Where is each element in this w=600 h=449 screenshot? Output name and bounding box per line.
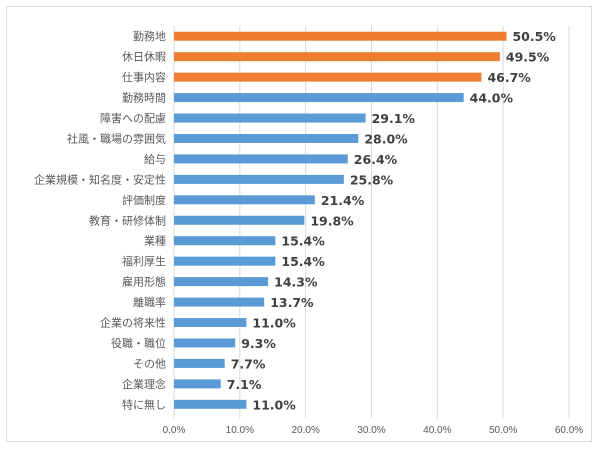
data-label: 19.8%	[310, 213, 354, 228]
category-label: 企業の将来性	[100, 316, 166, 330]
data-label: 7.7%	[231, 356, 266, 371]
data-label: 50.5%	[512, 29, 556, 44]
category-label: 離職率	[133, 295, 166, 309]
bar	[174, 113, 366, 123]
bar	[174, 277, 269, 287]
data-label: 46.7%	[487, 70, 531, 85]
bar	[174, 256, 276, 266]
category-label: 給与	[144, 152, 166, 166]
category-label: 雇用形態	[122, 275, 166, 289]
category-label: 評価制度	[122, 193, 166, 207]
data-label: 13.7%	[270, 295, 314, 310]
bar	[174, 297, 265, 307]
bar	[174, 236, 276, 246]
category-label: その他	[133, 357, 166, 370]
bar	[174, 93, 464, 103]
x-tick-label: 60.0%	[555, 425, 583, 436]
bar	[174, 174, 344, 184]
x-tick-label: 30.0%	[357, 425, 385, 436]
data-label: 49.5%	[506, 50, 550, 65]
bar	[174, 52, 500, 62]
bar	[174, 318, 247, 328]
data-label: 11.0%	[252, 316, 296, 331]
category-label: 障害への配慮	[100, 111, 166, 125]
data-label: 44.0%	[470, 91, 514, 106]
bar	[174, 399, 247, 409]
data-label: 28.0%	[364, 131, 408, 146]
category-label: 業種	[144, 234, 166, 248]
category-label: 企業理念	[122, 377, 166, 391]
bar	[174, 195, 315, 205]
data-label: 14.3%	[274, 275, 318, 290]
bar	[174, 338, 236, 348]
data-label: 15.4%	[281, 234, 325, 249]
category-label: 休日休暇	[122, 51, 166, 64]
bar	[174, 133, 359, 143]
category-label: 勤務時間	[122, 91, 166, 105]
category-label: 福利厚生	[122, 254, 166, 268]
category-label: 仕事内容	[122, 70, 166, 84]
x-tick-label: 10.0%	[226, 425, 254, 436]
category-label: 社風・職場の雰囲気	[67, 131, 166, 145]
bar	[174, 215, 305, 225]
data-label: 29.1%	[372, 111, 416, 126]
bar	[174, 154, 348, 164]
category-label: 勤務地	[133, 29, 166, 43]
data-label: 21.4%	[321, 193, 365, 208]
data-label: 9.3%	[241, 336, 276, 351]
category-label: 教育・研修体制	[89, 213, 166, 227]
data-label: 26.4%	[354, 152, 398, 167]
x-tick-label: 0.0%	[163, 425, 186, 436]
category-label: 特に無し	[122, 397, 166, 411]
x-tick-label: 40.0%	[423, 425, 451, 436]
bar	[174, 31, 507, 41]
bar	[174, 72, 482, 82]
chart-frame	[6, 6, 592, 442]
data-label: 7.1%	[227, 377, 262, 392]
category-label: 役職・職位	[111, 336, 166, 350]
category-label: 企業規模・知名度・安定性	[34, 172, 166, 186]
data-label: 25.8%	[350, 172, 394, 187]
data-label: 15.4%	[281, 254, 325, 269]
x-tick-label: 50.0%	[489, 425, 517, 436]
data-label: 11.0%	[252, 397, 296, 412]
bar	[174, 379, 221, 389]
x-tick-label: 20.0%	[291, 425, 319, 436]
bar	[174, 358, 225, 368]
